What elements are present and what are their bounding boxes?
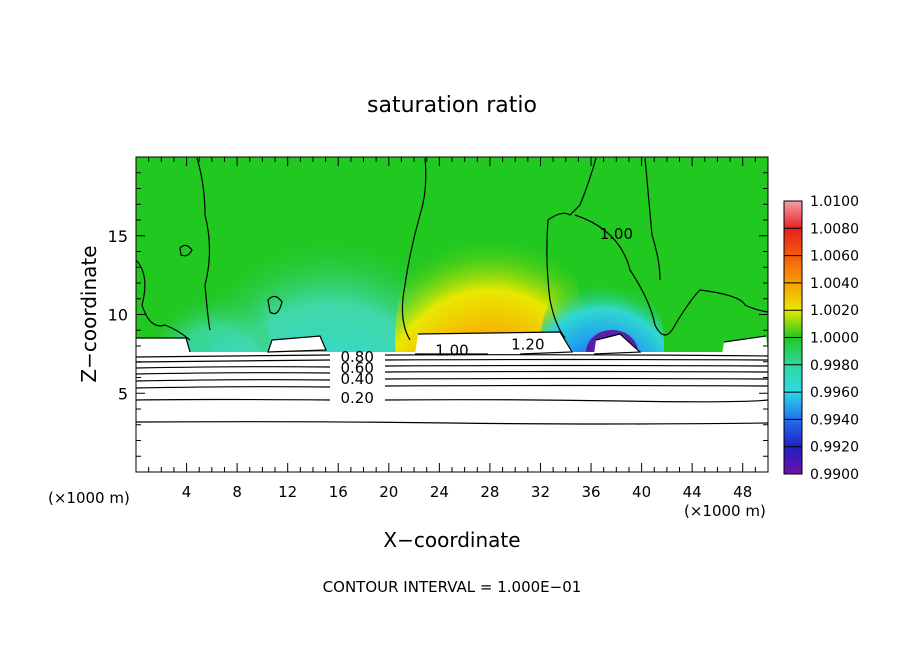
colorbar-label: 1.0040 — [810, 276, 859, 292]
contour-lines — [136, 157, 768, 425]
contour-label: 0.80 — [340, 348, 373, 366]
colorbar-label: 1.0020 — [810, 303, 859, 319]
plot-area: 0.200.400.600.80 1.00 1.20 1.00 — [136, 157, 768, 472]
colorbar-label: 1.0060 — [810, 249, 859, 265]
colorbar: 1.0100 1.0080 1.0060 1.0040 1.0020 1.0000 0.99… — [783, 194, 859, 483]
x-axis-unit-right: (×1000 m) — [684, 502, 766, 520]
dry-layer — [136, 352, 768, 472]
colorbar-label: 0.9920 — [810, 440, 859, 456]
contour-label: 0.40 — [340, 370, 373, 388]
colorbar-label: 0.9980 — [810, 358, 859, 374]
colorbar-label: 0.9960 — [810, 385, 859, 401]
contour-interval-note: CONTOUR INTERVAL = 1.000E−01 — [323, 578, 582, 596]
colorbar-labels: 1.0100 1.0080 1.0060 1.0040 1.0020 1.0000 0.99… — [784, 194, 859, 483]
x-tick-label: 16 — [329, 483, 348, 501]
contour-label: 1.00 — [435, 342, 468, 360]
contour-label: 1.20 — [511, 335, 544, 353]
x-axis-label: X−coordinate — [383, 528, 520, 552]
colorbar-label: 1.0000 — [810, 331, 859, 347]
colorbar-label: 0.9900 — [810, 467, 859, 483]
x-tick-label: 20 — [379, 483, 398, 501]
x-tick-label: 32 — [531, 483, 550, 501]
cloud-patch-4 — [722, 336, 768, 354]
contour-label: 0.60 — [340, 359, 373, 377]
x-tick-label: 4 — [182, 483, 192, 501]
y-tick-label: 5 — [118, 384, 128, 403]
cloud-patch-1 — [415, 332, 572, 354]
x-tick-label: 44 — [683, 483, 702, 501]
x-tick-label: 40 — [632, 483, 651, 501]
y-tick-label: 15 — [108, 227, 128, 246]
colorbar-label: 1.0080 — [810, 221, 859, 237]
x-tick-label: 8 — [232, 483, 242, 501]
y-axis: 5 10 15 — [108, 172, 768, 457]
x-axis-unit-left: (×1000 m) — [48, 489, 130, 507]
x-tick-label: 12 — [278, 483, 297, 501]
x-tick-label: 36 — [581, 483, 600, 501]
colorbar-label: 1.0100 — [810, 194, 859, 210]
colorbar-label: 0.9940 — [810, 412, 859, 428]
x-tick-label: 48 — [733, 483, 752, 501]
y-tick-label: 10 — [108, 306, 128, 325]
contour-label: 1.00 — [600, 225, 633, 243]
chart-title: saturation ratio — [367, 93, 537, 118]
x-tick-label: 28 — [480, 483, 499, 501]
cloud-patch-5 — [136, 338, 190, 352]
cloud-patch-3 — [594, 334, 640, 354]
x-axis: 4 8 12 16 20 24 28 32 36 40 44 48 — [148, 157, 756, 501]
x-tick-label: 24 — [430, 483, 449, 501]
cloud-patch-2 — [268, 336, 326, 352]
y-axis-label: Z−coordinate — [77, 245, 101, 382]
contour-label: 0.20 — [340, 389, 373, 407]
contour-labels: 0.200.400.600.80 1.00 1.20 1.00 — [340, 225, 633, 407]
